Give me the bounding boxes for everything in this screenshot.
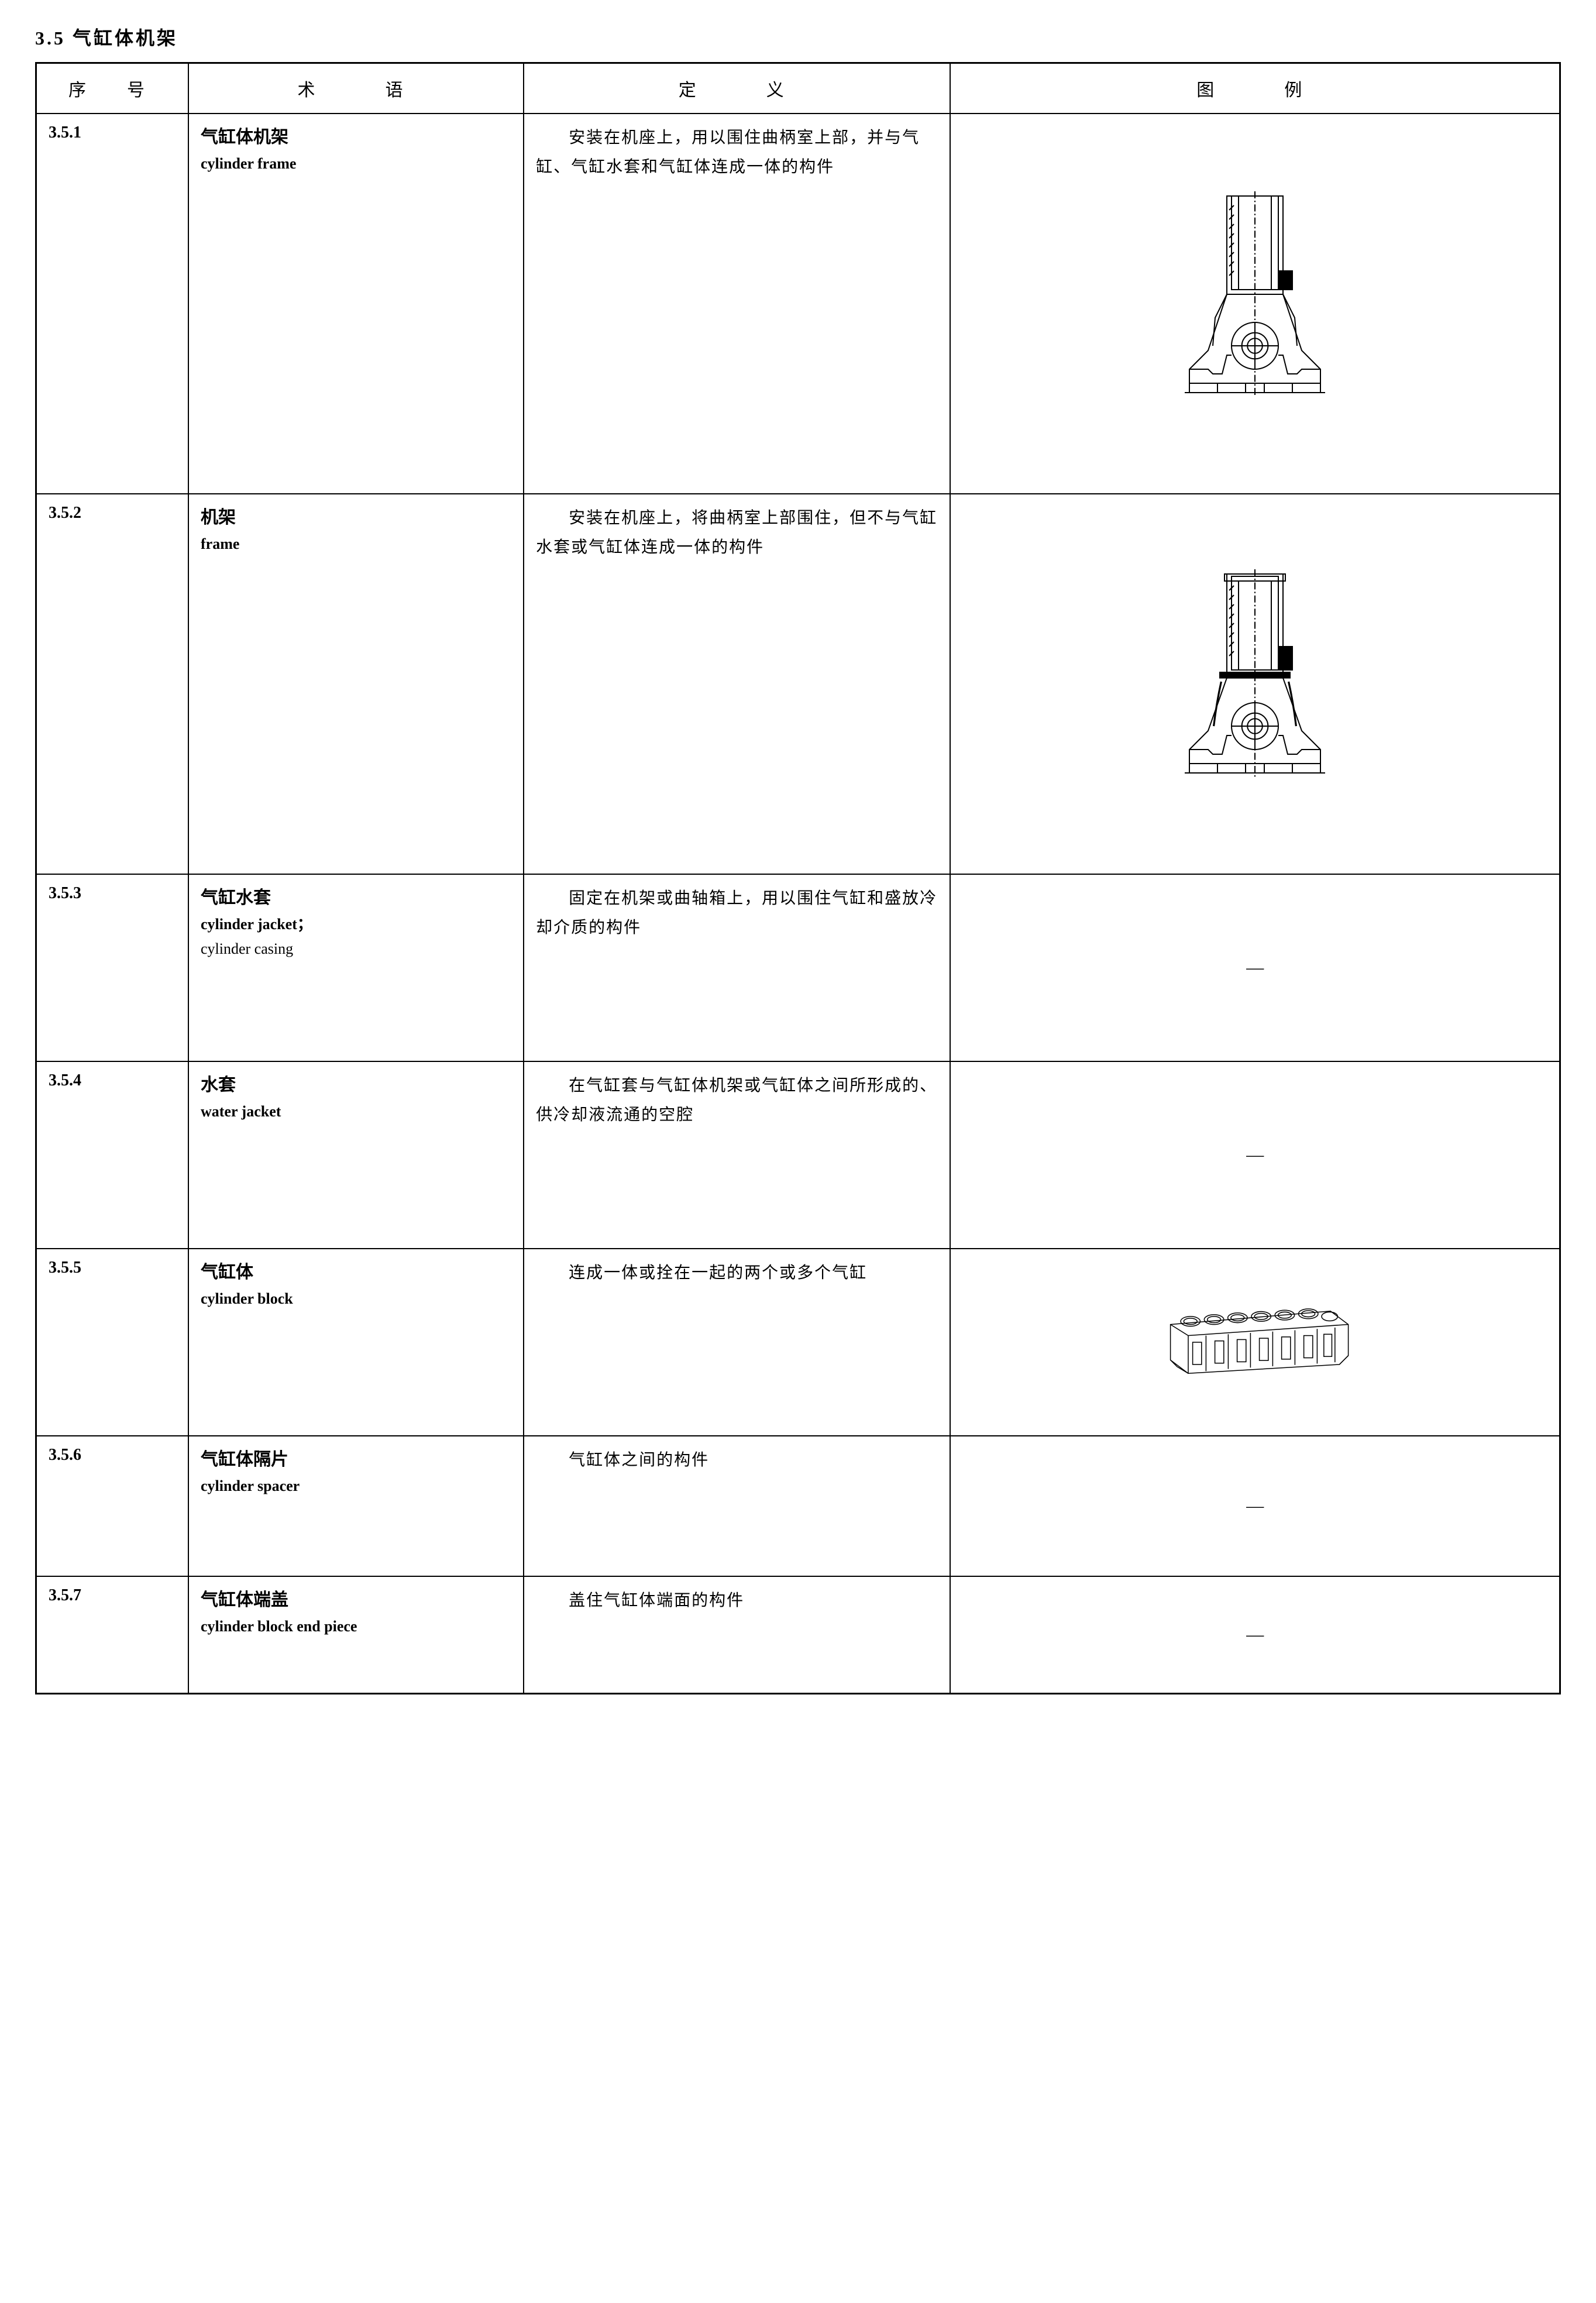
term-chinese: 机架	[201, 504, 511, 532]
term-chinese: 气缸体	[201, 1259, 511, 1287]
table-row: 3.5.7 气缸体端盖cylinder block end piece 盖住气缸体端…	[36, 1576, 1560, 1693]
table-row: 3.5.4 水套water jacket 在气缸套与气缸体机架或气缸体之间所形成的、…	[36, 1061, 1560, 1249]
row-num: 3.5.1	[49, 123, 176, 142]
table-row: 3.5.1 气缸体机架cylinder frame 安装在机座上，用以围住曲柄室上部…	[36, 114, 1560, 494]
table-row: 3.5.3 气缸水套cylinder jacket；cylinder casing…	[36, 874, 1560, 1061]
row-num: 3.5.3	[49, 884, 176, 903]
terms-table: 序 号 术 语 定 义 图 例 3.5.1气缸体机架cylinder frame…	[35, 62, 1561, 1694]
header-term: 术 语	[188, 63, 524, 114]
term-english: water jacket	[201, 1099, 511, 1124]
header-num: 序 号	[36, 63, 189, 114]
definition-text: 安装在机座上，将曲柄室上部围住，但不与气缸水套或气缸体连成一体的构件	[536, 504, 938, 563]
term-english-alt: cylinder casing	[201, 937, 511, 961]
term-english: cylinder frame	[201, 152, 511, 176]
definition-text: 固定在机架或曲轴箱上，用以围住气缸和盛放冷却介质的构件	[536, 884, 938, 943]
row-num: 3.5.5	[49, 1259, 176, 1277]
term-chinese: 气缸体机架	[201, 123, 511, 152]
term-chinese: 水套	[201, 1071, 511, 1099]
no-image-dash: —	[1246, 958, 1264, 978]
term-chinese: 气缸水套	[201, 884, 511, 912]
no-image-dash: —	[1246, 1496, 1264, 1516]
table-header-row: 序 号 术 语 定 义 图 例	[36, 63, 1560, 114]
term-chinese: 气缸体端盖	[201, 1586, 511, 1614]
row-num: 3.5.4	[49, 1071, 176, 1090]
definition-text: 在气缸套与气缸体机架或气缸体之间所形成的、供冷却液流通的空腔	[536, 1071, 938, 1130]
definition-text: 连成一体或拴在一起的两个或多个气缸	[536, 1259, 938, 1288]
section-number: 3.5	[35, 28, 66, 49]
cylinder-block-diagram	[1144, 1295, 1366, 1389]
definition-text: 盖住气缸体端面的构件	[536, 1586, 938, 1615]
section-title: 3.5 气缸体机架	[35, 23, 1561, 50]
term-english: frame	[201, 532, 511, 556]
term-english: cylinder block	[201, 1287, 511, 1311]
term-english: cylinder block end piece	[201, 1614, 511, 1639]
term-chinese: 气缸体隔片	[201, 1446, 511, 1474]
table-row: 3.5.5 气缸体cylinder block 连成一体或拴在一起的两个或多个气缸	[36, 1249, 1560, 1436]
row-num: 3.5.2	[49, 504, 176, 523]
term-english: cylinder jacket；	[201, 912, 511, 937]
header-def: 定 义	[524, 63, 950, 114]
no-image-dash: —	[1246, 1145, 1264, 1165]
section-name: 气缸体机架	[73, 28, 178, 49]
table-row: 3.5.6 气缸体隔片cylinder spacer 气缸体之间的构件 —	[36, 1436, 1560, 1576]
no-image-dash: —	[1246, 1625, 1264, 1645]
table-row: 3.5.2 机架frame 安装在机座上，将曲柄室上部围住，但不与气缸水套或气缸体连…	[36, 494, 1560, 874]
frame-diagram	[1161, 567, 1349, 801]
definition-text: 气缸体之间的构件	[536, 1446, 938, 1475]
row-num: 3.5.7	[49, 1586, 176, 1605]
row-num: 3.5.6	[49, 1446, 176, 1465]
cylinder-frame-diagram	[1161, 187, 1349, 421]
term-english: cylinder spacer	[201, 1474, 511, 1498]
definition-text: 安装在机座上，用以围住曲柄室上部，并与气缸、气缸水套和气缸体连成一体的构件	[536, 123, 938, 183]
header-img: 图 例	[950, 63, 1560, 114]
